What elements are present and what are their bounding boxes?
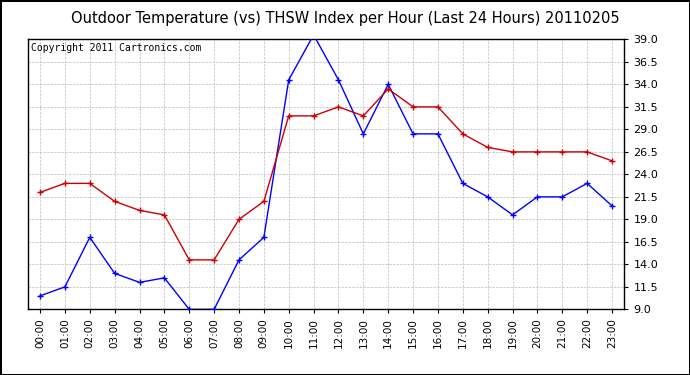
Text: Outdoor Temperature (vs) THSW Index per Hour (Last 24 Hours) 20110205: Outdoor Temperature (vs) THSW Index per … <box>70 11 620 26</box>
Text: Copyright 2011 Cartronics.com: Copyright 2011 Cartronics.com <box>30 44 201 53</box>
